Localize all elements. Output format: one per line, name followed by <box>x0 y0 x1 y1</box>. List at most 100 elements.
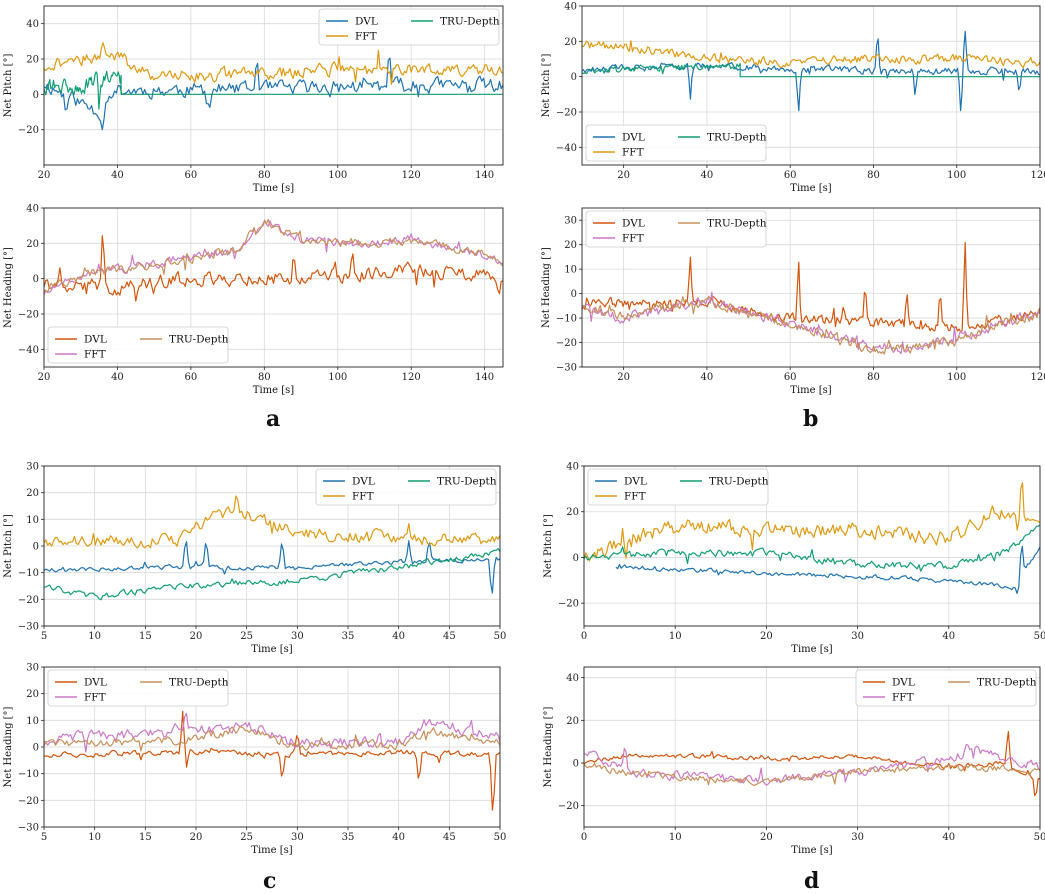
x-tick-label: 50 <box>1034 832 1045 843</box>
series-line-tru-depth <box>582 295 1040 355</box>
axes-frame <box>581 5 1041 166</box>
x-tick-label: 50 <box>494 832 507 843</box>
x-tick-label: 40 <box>111 372 124 383</box>
legend-label-dvl: DVL <box>84 677 107 689</box>
y-tick-label: 0 <box>573 759 579 770</box>
x-tick-label: 100 <box>328 372 347 383</box>
chart-c-pitch: 5 10 15 20 25 30 35 40 45 50 −30 −20 −10 0 10 20 30 Time … <box>3 462 506 656</box>
y-tick-label: 0 <box>573 553 579 564</box>
y-tick-label: 20 <box>564 37 577 48</box>
x-tick-label: 40 <box>392 832 405 843</box>
y-tick-label: 30 <box>26 663 39 674</box>
x-axis-label: Time [s] <box>251 644 292 655</box>
series-line-fft <box>582 40 1040 69</box>
x-tick-label: 0 <box>581 832 587 843</box>
y-tick-label: 0 <box>571 289 577 300</box>
axes-frame <box>581 207 1041 368</box>
legend-label-dvl: DVL <box>352 476 375 488</box>
series-line-tru-depth <box>44 547 500 601</box>
x-tick-label: 25 <box>240 832 253 843</box>
panel-label-d: d <box>804 868 820 894</box>
y-tick-label: −20 <box>18 796 39 807</box>
y-tick-label: 10 <box>564 265 577 276</box>
series-line-dvl <box>582 242 1040 333</box>
y-tick-label: −20 <box>558 801 579 812</box>
x-axis-label: Time [s] <box>253 385 294 396</box>
y-tick-label: −20 <box>558 599 579 610</box>
legend-box <box>587 468 769 506</box>
y-tick-label: −30 <box>18 823 39 834</box>
y-tick-label: −20 <box>556 108 577 119</box>
series-group <box>44 219 503 302</box>
chart-a-heading: 20 40 60 80 100 120 140 −40 −20 0 20 40 Time [s] Net … <box>3 204 504 396</box>
series-group <box>584 731 1040 797</box>
x-tick-label: 60 <box>185 170 198 181</box>
x-tick-label: 80 <box>867 372 880 383</box>
x-tick-label: 60 <box>185 372 198 383</box>
x-tick-label: 40 <box>942 631 955 642</box>
y-axis-label: Net Pitch [°] <box>541 53 552 117</box>
y-tick-label: 40 <box>566 462 579 473</box>
panel-label-b: b <box>803 406 819 432</box>
legend-label-tru-depth: TRU-Depth <box>169 334 229 346</box>
x-tick-label: 35 <box>342 832 355 843</box>
legend-label-fft: FFT <box>892 692 914 704</box>
x-tick-label: 5 <box>41 631 47 642</box>
x-tick-label: 40 <box>701 170 714 181</box>
y-tick-label: 20 <box>564 240 577 251</box>
series-line-dvl <box>582 30 1040 112</box>
series-line-tru-depth <box>584 762 1040 786</box>
x-tick-label: 120 <box>1030 372 1045 383</box>
axes-frame <box>583 666 1041 828</box>
y-tick-label: −10 <box>18 769 39 780</box>
x-tick-label: 20 <box>617 170 630 181</box>
legend-label-fft: FFT <box>622 147 644 159</box>
y-tick-label: 0 <box>33 90 39 101</box>
axes-frame <box>43 465 501 627</box>
x-tick-label: 20 <box>190 832 203 843</box>
x-tick-label: 20 <box>38 372 51 383</box>
legend-label-fft: FFT <box>622 233 644 245</box>
y-axis-label: Net Heading [°] <box>3 706 14 787</box>
x-tick-label: 140 <box>475 372 494 383</box>
y-tick-label: −20 <box>556 338 577 349</box>
y-tick-label: 20 <box>26 689 39 700</box>
x-axis-label: Time [s] <box>791 644 832 655</box>
x-tick-label: 80 <box>867 170 880 181</box>
x-axis-label: Time [s] <box>790 183 831 194</box>
x-axis-label: Time [s] <box>790 385 831 396</box>
y-tick-label: −40 <box>18 345 39 356</box>
x-tick-label: 50 <box>1034 631 1045 642</box>
series-group <box>44 495 500 601</box>
legend-label-fft: FFT <box>84 349 106 361</box>
x-tick-label: 30 <box>291 631 304 642</box>
x-tick-label: 0 <box>581 631 587 642</box>
legend-label-tru-depth: TRU-Depth <box>169 677 229 689</box>
x-tick-label: 10 <box>88 631 101 642</box>
series-group <box>582 30 1040 112</box>
x-tick-label: 50 <box>494 631 507 642</box>
series-line-tru-depth <box>44 70 503 110</box>
x-tick-label: 140 <box>475 170 494 181</box>
series-line-fft <box>584 482 1040 562</box>
y-tick-label: 0 <box>571 72 577 83</box>
x-tick-label: 30 <box>851 832 864 843</box>
series-line-tru-depth <box>582 63 1040 78</box>
legend-label-tru-depth: TRU-Depth <box>977 677 1037 689</box>
series-group <box>584 482 1040 594</box>
series-line-fft <box>44 495 500 549</box>
legend-label-dvl: DVL <box>624 476 647 488</box>
y-tick-label: −20 <box>18 310 39 321</box>
legend-box <box>318 8 500 46</box>
series-line-dvl <box>44 710 500 811</box>
x-tick-label: 120 <box>1030 170 1045 181</box>
series-group <box>44 710 500 811</box>
x-tick-label: 45 <box>443 832 456 843</box>
legend-box <box>47 669 229 707</box>
y-axis-label: Net Heading [°] <box>541 247 552 328</box>
y-tick-label: 0 <box>33 743 39 754</box>
legend-label-tru-depth: TRU-Depth <box>437 476 497 488</box>
x-tick-label: 20 <box>190 631 203 642</box>
y-tick-label: −30 <box>18 622 39 633</box>
